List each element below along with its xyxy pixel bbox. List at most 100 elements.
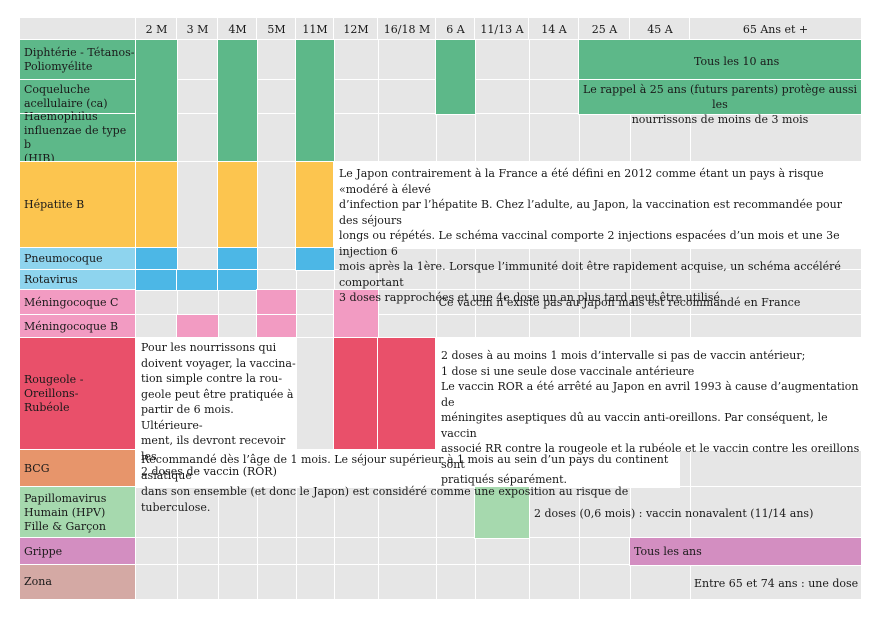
column-separator xyxy=(436,40,437,599)
dose-cell-menb-3m xyxy=(176,314,219,339)
header-2m: 2 M xyxy=(135,17,178,41)
hepatite-note-bg xyxy=(333,161,862,249)
note-hepatite-b: Le Japon contrairement à la France a été… xyxy=(339,166,861,306)
row-label-line: Rotavirus xyxy=(24,273,78,286)
header-6a: 6 A xyxy=(435,17,476,41)
row-label-line: Grippe xyxy=(24,544,63,558)
row-label-line: Zona xyxy=(24,575,52,588)
column-separator xyxy=(690,40,691,599)
column-separator xyxy=(529,40,530,599)
row-label-line: Hépatite B xyxy=(24,198,85,211)
note-line: Le vaccin ROR a été arrêté au Japon en a… xyxy=(441,380,859,409)
note-line: nourrissons de moins de 3 mois xyxy=(631,113,809,126)
dose-cell-rota-2m xyxy=(135,269,178,291)
note-line: 1 dose si une seule dose vaccinale antér… xyxy=(441,364,695,378)
row-label-line: Fille & Garçon xyxy=(24,519,106,533)
row-label-line: Rubéole xyxy=(24,401,70,414)
note-line: 2 doses de vaccin (ROR) xyxy=(141,465,277,478)
note-line: longs ou répétés. Le schéma vaccinal com… xyxy=(339,229,840,258)
row-label-line: acellulaire (ca) xyxy=(24,97,108,110)
note-line: geole peut être pratiquée à xyxy=(141,387,294,401)
row-label-line: Haemophilus xyxy=(24,110,98,123)
row-label-pneumocoque: Pneumocoque xyxy=(19,247,137,271)
dose-cell-rota-4m xyxy=(217,269,258,291)
note-line: méningites aseptiques dû au vaccin anti-… xyxy=(441,411,828,440)
header-5m: 5M xyxy=(256,17,297,41)
note-grippe: Tous les ans xyxy=(634,545,702,558)
note-line: mois après la 1ère. Lorsque l’immunité d… xyxy=(339,260,841,289)
note-bcg: Recommandé dès l’âge de 1 mois. Le séjou… xyxy=(141,452,681,516)
bcg-note-bg xyxy=(135,449,680,488)
column-separator xyxy=(296,40,297,599)
column-separator xyxy=(218,40,219,599)
row-label-line: Diphtérie - Tétanos- xyxy=(24,46,135,59)
note-dtp: Tous les 10 ans xyxy=(694,55,780,68)
note-line: Pour les nourrissons qui xyxy=(141,341,277,354)
header-3m: 3 M xyxy=(176,17,219,41)
row-label-line: Coqueluche xyxy=(24,83,91,96)
row-label-line: Humain (HPV) xyxy=(24,505,106,519)
ror-note-left-bg xyxy=(135,337,297,451)
row-label-line: Oreillons- xyxy=(24,387,79,400)
note-ror-left: Pour les nourrissons qui doivent voyager… xyxy=(141,340,297,480)
note-line: 3 doses rapprochées et une 4e dose un an… xyxy=(339,291,724,304)
dose-cell-2m-green xyxy=(135,39,178,163)
dose-cell-6a-green xyxy=(435,39,476,115)
note-line: ment, ils devront recevoir les xyxy=(141,434,286,463)
dose-cell-rota-3m xyxy=(176,269,219,291)
header-16-18m: 16/18 M xyxy=(377,17,437,41)
column-separator xyxy=(475,40,476,599)
row-bg-menb xyxy=(135,314,862,339)
column-separator xyxy=(630,40,631,599)
note-hpv: 2 doses (0,6 mois) : vaccin nonavalent (… xyxy=(534,507,814,520)
row-label-hpv: Papillomavirus Humain (HPV) Fille & Garço… xyxy=(19,486,137,539)
row-label-line: BCG xyxy=(24,461,50,475)
note-ror-right: 2 doses à au moins 1 mois d’intervalle s… xyxy=(441,348,861,488)
note-line: doivent voyager, la vaccina- xyxy=(141,356,296,370)
note-line: d’infection par l’hépatite B. Chez l’adu… xyxy=(339,198,842,227)
dose-cell-menc-12m xyxy=(333,289,379,339)
row-label-line: influenzae de type b xyxy=(24,124,127,151)
row-label-line: Rougeole - xyxy=(24,373,84,386)
header-11m: 11M xyxy=(295,17,335,41)
dose-cell-grippe xyxy=(629,537,862,566)
note-line: dans son ensemble (et donc le Japon) est… xyxy=(141,485,629,514)
row-label-coqueluche: Coqueluche acellulaire (ca) xyxy=(19,79,137,115)
row-label-line: Méningocoque C xyxy=(24,295,119,309)
header-65-plus: 65 Ans et + xyxy=(689,17,862,41)
column-separator xyxy=(378,40,379,599)
dose-cell-hepb-2m xyxy=(135,161,178,249)
row-label-line: Poliomyélite xyxy=(24,60,93,73)
header-4m: 4M xyxy=(217,17,258,41)
dose-cell-ror-16m xyxy=(377,337,437,451)
dose-cell-menc-5m xyxy=(256,289,297,316)
dose-cell-pneumo-4m xyxy=(217,247,258,271)
dose-cell-pneumo-2m xyxy=(135,247,178,271)
note-line: associé RR contre la rougeole et la rubé… xyxy=(441,442,860,471)
header-14a: 14 A xyxy=(528,17,580,41)
row-label-grippe: Grippe xyxy=(19,537,137,566)
row-bg-rota xyxy=(135,269,862,291)
row-label-dtp: Diphtérie - Tétanos- Poliomyélite xyxy=(19,39,137,81)
row-label-meningocoque-c: Méningocoque C xyxy=(19,289,137,316)
row-bg-menc xyxy=(135,289,862,316)
dose-cell-hpv xyxy=(474,486,530,539)
dose-cell-coqueluche-adult xyxy=(578,79,862,115)
note-line: partir de 6 mois. Ultérieure- xyxy=(141,403,234,432)
dose-cell-dtp-adult xyxy=(578,39,862,81)
row-label-hepatite-b: Hépatite B xyxy=(19,161,137,249)
note-line: pratiqués séparément. xyxy=(441,473,568,486)
dose-cell-hepb-11m xyxy=(295,161,335,249)
dose-cell-pneumo-11m xyxy=(295,247,335,271)
header-45a: 45 A xyxy=(629,17,691,41)
dose-cell-11m-green xyxy=(295,39,335,163)
note-line: Le Japon contrairement à la France a été… xyxy=(339,167,824,196)
note-coqueluche: Le rappel à 25 ans (futurs parents) prot… xyxy=(580,82,860,127)
note-line: tion simple contre la rou- xyxy=(141,372,283,385)
row-label-line: Méningocoque B xyxy=(24,319,119,333)
row-bg-zona xyxy=(135,564,862,600)
dose-cell-hepb-4m xyxy=(217,161,258,249)
column-separator xyxy=(579,40,580,599)
row-label-rotavirus: Rotavirus xyxy=(19,269,137,291)
